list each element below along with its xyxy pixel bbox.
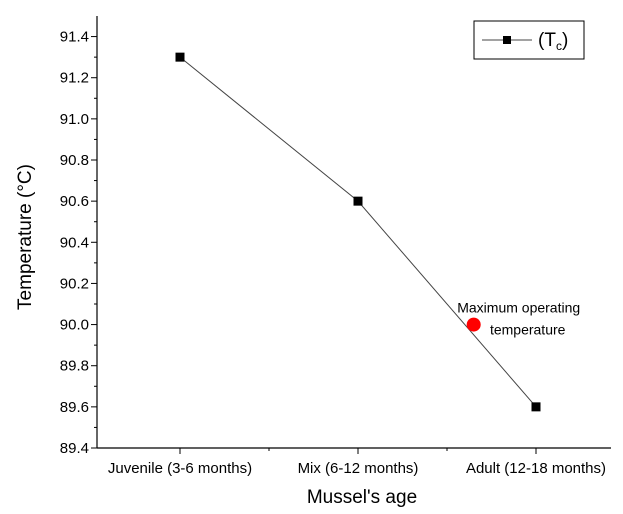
y-tick-label: 90.8: [60, 152, 89, 169]
legend-label-main: (T: [538, 30, 556, 51]
x-tick-label: Adult (12-18 months): [466, 460, 606, 477]
x-tick-label: Juvenile (3-6 months): [108, 460, 252, 477]
series-group: [175, 52, 541, 412]
annotation-line-1: Maximum operating: [457, 300, 580, 316]
legend-label-end: ): [562, 30, 568, 51]
x-tick-label: Mix (6-12 months): [298, 460, 419, 477]
max-operating-temp-marker: [466, 317, 481, 332]
annotation-line-2: temperature: [490, 322, 566, 338]
data-point: [353, 196, 363, 206]
y-tick-label: 91.4: [60, 29, 89, 46]
y-tick-label: 89.6: [60, 399, 89, 416]
x-axis-title: Mussel's age: [307, 487, 417, 508]
annotation-group: Maximum operating temperature: [457, 300, 580, 338]
legend-label-sub: c: [556, 39, 562, 53]
y-tick-label: 91.0: [60, 111, 89, 128]
y-tick-label: 89.4: [60, 440, 89, 457]
series-line: [179, 56, 537, 408]
x-ticks: Juvenile (3-6 months) Mix (6-12 months) Ad…: [108, 448, 606, 477]
y-tick-label: 91.2: [60, 70, 89, 87]
axes: [96, 16, 611, 449]
y-tick-label: 90.6: [60, 193, 89, 210]
legend: (Tc): [473, 20, 585, 60]
legend-marker: [503, 36, 511, 44]
data-point: [175, 52, 185, 62]
y-ticks: 89.4 89.6 89.8 90.0 90.2 90.4 90.6 90.8 91.0 91.2…: [60, 29, 97, 457]
data-point: [531, 402, 541, 412]
y-tick-label: 90.4: [60, 234, 89, 251]
legend-label: (Tc): [538, 30, 568, 53]
y-axis-title: Temperature (°C): [15, 164, 36, 310]
y-tick-label: 89.8: [60, 358, 89, 375]
y-tick-label: 90.0: [60, 317, 89, 334]
y-tick-label: 90.2: [60, 275, 89, 292]
